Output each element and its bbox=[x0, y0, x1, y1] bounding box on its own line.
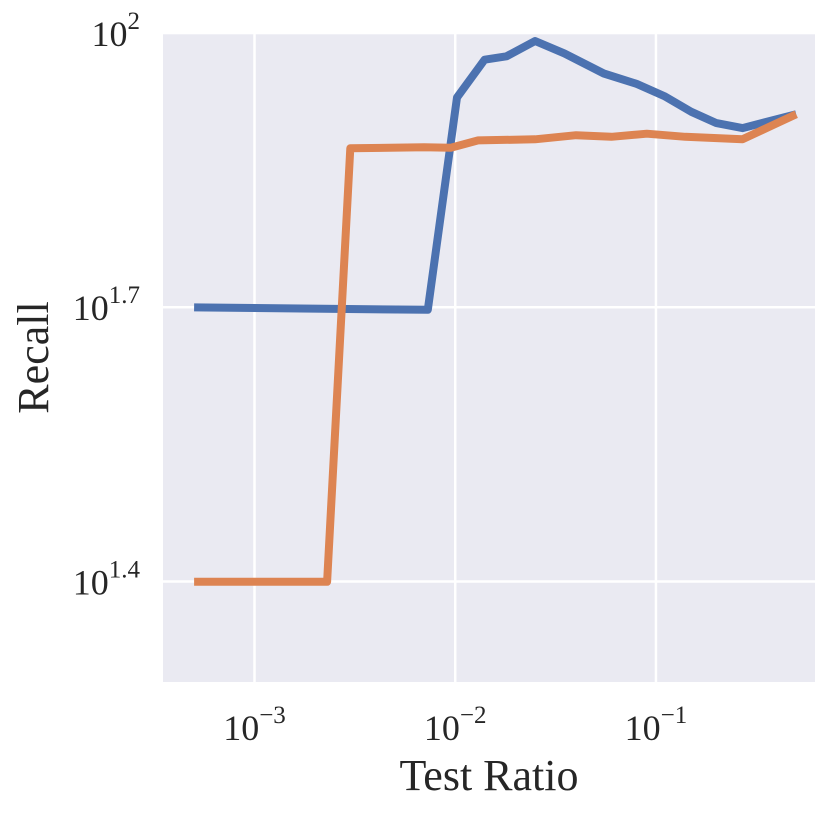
x-tick-label: 10−3 bbox=[223, 702, 286, 748]
series-group bbox=[194, 37, 798, 586]
y-tick-label: 101.4 bbox=[73, 556, 141, 602]
series-line-2 bbox=[194, 110, 798, 586]
y-axis-label: Recall bbox=[9, 301, 58, 413]
x-tick-label: 10−1 bbox=[625, 702, 688, 748]
x-axis-label: Test Ratio bbox=[399, 751, 578, 800]
x-tick-label: 10−2 bbox=[424, 702, 487, 748]
y-tick-label: 102 bbox=[92, 8, 141, 54]
y-tick-label: 101.7 bbox=[73, 282, 140, 328]
y-tick-labels: 101.4 101.7 102 bbox=[73, 8, 141, 602]
x-tick-labels: 10−3 10−2 10−1 bbox=[223, 702, 687, 748]
series-line-1 bbox=[194, 37, 798, 314]
